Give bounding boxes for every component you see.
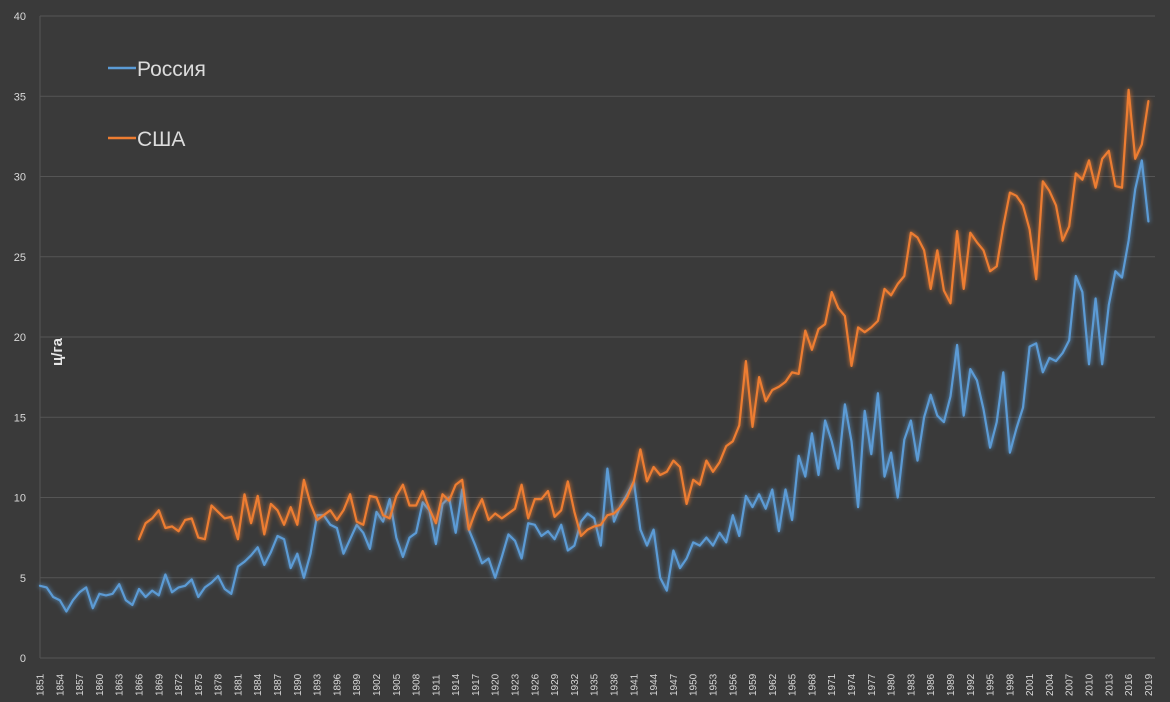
x-tick-label: 1983 bbox=[906, 673, 917, 696]
y-tick-label: 10 bbox=[14, 493, 26, 505]
gridlines bbox=[39, 15, 1155, 659]
x-tick-label: 1956 bbox=[728, 673, 739, 696]
legend: Россия США bbox=[108, 58, 206, 151]
x-tick-label: 1941 bbox=[629, 673, 640, 696]
x-tick-label: 1932 bbox=[570, 673, 581, 696]
series-layer bbox=[38, 88, 1150, 613]
x-tick-label: 1962 bbox=[768, 673, 779, 696]
y-axis: 0 5 10 15 20 25 30 35 40 bbox=[14, 11, 26, 665]
x-tick-label: 1938 bbox=[609, 673, 620, 696]
x-tick-label: 1920 bbox=[491, 673, 502, 696]
x-tick-label: 1905 bbox=[392, 673, 403, 696]
x-tick-label: 1875 bbox=[194, 673, 205, 696]
x-tick-label: 1863 bbox=[115, 673, 126, 696]
x-tick-label: 1893 bbox=[313, 673, 324, 696]
x-tick-label: 1887 bbox=[273, 673, 284, 696]
x-tick-label: 1890 bbox=[293, 673, 304, 696]
series-line-russia bbox=[38, 159, 1150, 613]
y-tick-label: 20 bbox=[14, 332, 26, 344]
x-tick-label: 2013 bbox=[1104, 673, 1115, 696]
x-tick-label: 1899 bbox=[352, 673, 363, 696]
x-tick-label: 1881 bbox=[233, 673, 244, 696]
x-tick-label: 1917 bbox=[471, 673, 482, 696]
x-tick-label: 1950 bbox=[689, 673, 700, 696]
x-tick-label: 1914 bbox=[451, 673, 462, 696]
x-tick-label: 1860 bbox=[95, 673, 106, 696]
x-tick-label: 1992 bbox=[966, 673, 977, 696]
y-tick-label: 30 bbox=[14, 172, 26, 184]
y-tick-label: 40 bbox=[14, 11, 26, 23]
x-tick-label: 1998 bbox=[1005, 673, 1016, 696]
x-tick-label: 1908 bbox=[412, 673, 423, 696]
x-tick-label: 2019 bbox=[1144, 673, 1155, 696]
x-tick-label: 1968 bbox=[807, 673, 818, 696]
x-tick-label: 1944 bbox=[649, 673, 660, 696]
y-axis-label: ц/га bbox=[49, 337, 66, 366]
y-tick-label: 25 bbox=[14, 252, 26, 264]
x-tick-label: 1995 bbox=[986, 673, 997, 696]
x-tick-label: 1851 bbox=[36, 673, 47, 696]
x-tick-label: 1947 bbox=[669, 673, 680, 696]
x-tick-label: 1869 bbox=[154, 673, 165, 696]
x-tick-label: 1953 bbox=[708, 673, 719, 696]
x-tick-label: 2001 bbox=[1025, 673, 1036, 696]
x-tick-label: 1989 bbox=[946, 673, 957, 696]
x-tick-label: 2004 bbox=[1045, 673, 1056, 696]
x-tick-label: 1977 bbox=[867, 673, 878, 696]
x-tick-label: 1854 bbox=[55, 673, 66, 696]
y-tick-label: 15 bbox=[14, 412, 26, 424]
x-tick-label: 1935 bbox=[590, 673, 601, 696]
series-line-usa bbox=[137, 88, 1150, 541]
legend-label-usa: США bbox=[137, 128, 185, 151]
x-tick-label: 1902 bbox=[372, 673, 383, 696]
x-tick-label: 1971 bbox=[827, 673, 838, 696]
x-tick-label: 1959 bbox=[748, 673, 759, 696]
x-tick-label: 1866 bbox=[134, 673, 145, 696]
x-tick-label: 2016 bbox=[1124, 673, 1135, 696]
x-tick-label: 1872 bbox=[174, 673, 185, 696]
x-tick-label: 2007 bbox=[1065, 673, 1076, 696]
x-tick-label: 2010 bbox=[1085, 673, 1096, 696]
y-tick-label: 0 bbox=[20, 653, 26, 665]
x-tick-label: 1986 bbox=[926, 673, 937, 696]
x-axis: 1851 1854 1857 1860 1863 1866 1869 1872 1875 1878… bbox=[36, 673, 1155, 696]
x-tick-label: 1884 bbox=[253, 673, 264, 696]
x-tick-label: 1974 bbox=[847, 673, 858, 696]
x-tick-label: 1878 bbox=[214, 673, 225, 696]
x-tick-label: 1896 bbox=[332, 673, 343, 696]
x-tick-label: 1980 bbox=[887, 673, 898, 696]
x-tick-label: 1857 bbox=[75, 673, 86, 696]
y-tick-label: 5 bbox=[20, 573, 26, 585]
x-tick-label: 1923 bbox=[511, 673, 522, 696]
x-tick-label: 1965 bbox=[788, 673, 799, 696]
y-tick-label: 35 bbox=[14, 91, 26, 103]
x-tick-label: 1926 bbox=[530, 673, 541, 696]
x-tick-label: 1911 bbox=[431, 674, 442, 696]
x-tick-label: 1929 bbox=[550, 673, 561, 696]
legend-label-russia: Россия bbox=[137, 58, 206, 81]
